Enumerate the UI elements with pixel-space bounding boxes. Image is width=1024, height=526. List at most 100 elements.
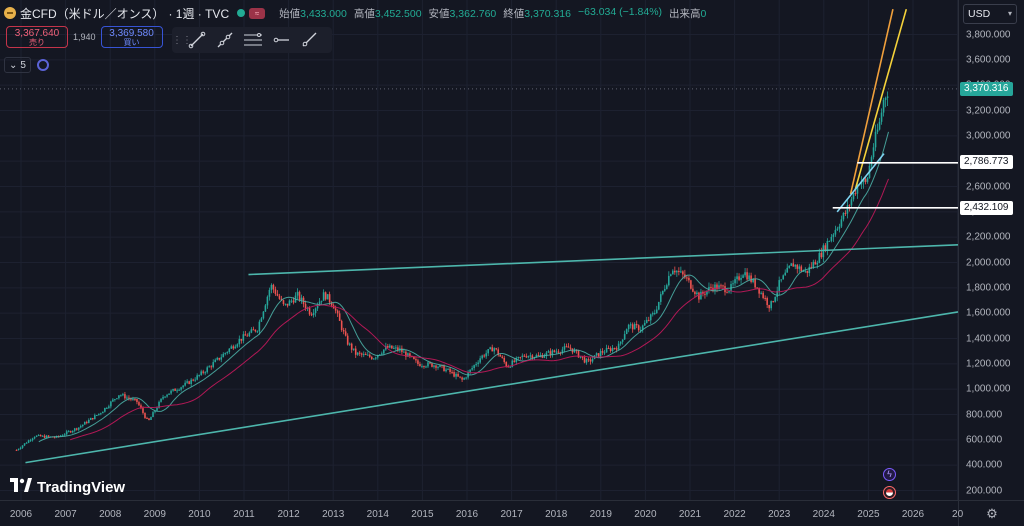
- candle-up: [65, 431, 68, 435]
- candle-up: [742, 275, 744, 278]
- indicator-settings-icon[interactable]: [36, 59, 49, 71]
- event-us-flag-icon[interactable]: [883, 486, 896, 499]
- candle-up: [700, 291, 702, 300]
- candle-up: [348, 343, 351, 345]
- candle-up: [748, 275, 750, 280]
- candle-down: [276, 293, 279, 296]
- candle-down: [244, 334, 247, 336]
- candle-up: [529, 355, 532, 357]
- candle-up: [521, 355, 524, 357]
- candle-down: [754, 278, 756, 288]
- candle-up: [489, 347, 491, 350]
- trade-panel: 3,367.640 売り 1,940 3,369.580 買い: [6, 26, 163, 48]
- candle-down: [722, 285, 724, 287]
- candle-down: [310, 314, 313, 316]
- candle-down: [772, 301, 774, 303]
- symbol-title[interactable]: 金CFD（米ドル／オンス）: [20, 6, 165, 21]
- candle-down: [453, 372, 455, 377]
- candle-up: [579, 356, 582, 358]
- candle-up: [312, 312, 315, 316]
- candle-up: [840, 219, 843, 227]
- candle-down: [523, 355, 526, 357]
- upper-trendline: [248, 243, 959, 276]
- candle-up: [804, 270, 807, 272]
- candle-down: [69, 431, 72, 433]
- candle-up: [21, 445, 24, 448]
- candle-down: [368, 354, 371, 357]
- high-value: 3,452.500: [374, 7, 422, 20]
- currency-select[interactable]: USD ▾: [963, 4, 1017, 24]
- candle-down: [537, 355, 540, 357]
- candle-up: [645, 319, 648, 323]
- candle-down: [409, 353, 411, 356]
- candle-down: [806, 270, 809, 274]
- candle-up: [774, 297, 776, 302]
- candle-down: [635, 324, 638, 326]
- candle-down: [136, 399, 138, 403]
- candle-up: [260, 318, 263, 322]
- candle-down: [360, 353, 363, 355]
- ray-tool-icon[interactable]: [296, 29, 322, 51]
- candle-up: [176, 390, 178, 392]
- candle-up: [395, 347, 397, 349]
- candle-down: [334, 308, 337, 311]
- chevron-down-icon: ⌄: [9, 59, 18, 71]
- interval-source[interactable]: · 1週 · TVC: [168, 6, 230, 21]
- candle-down: [716, 284, 718, 290]
- candle-up: [407, 353, 409, 357]
- candle-up: [194, 379, 196, 381]
- candle-up: [465, 377, 467, 379]
- extended-line-tool-icon[interactable]: [212, 29, 238, 51]
- drag-handle-icon[interactable]: ⋮⋮: [172, 34, 192, 46]
- price-tick-label: 3,200.000: [966, 105, 1011, 116]
- time-tick-label: 2023: [768, 509, 791, 520]
- candle-up: [79, 426, 82, 428]
- candle-up: [802, 270, 805, 272]
- event-lightning-icon[interactable]: ϟ: [883, 468, 896, 481]
- time-tick-label: 20: [952, 509, 964, 520]
- candle-down: [232, 346, 235, 349]
- candle-up: [381, 353, 383, 355]
- candle-up: [623, 334, 626, 340]
- candle-up: [649, 314, 652, 321]
- candle-down: [682, 271, 684, 275]
- candle-up: [784, 272, 787, 276]
- candle-up: [100, 413, 102, 415]
- time-tick-label: 2009: [143, 509, 166, 520]
- trend-line-tool-icon[interactable]: [184, 29, 210, 51]
- candle-up: [627, 324, 630, 330]
- candle-up: [780, 279, 783, 281]
- candle-up: [511, 360, 514, 367]
- candle-up: [270, 284, 273, 290]
- candle-up: [547, 351, 550, 353]
- sell-button[interactable]: 3,367.640 売り: [6, 26, 68, 48]
- candle-up: [659, 294, 662, 302]
- candle-down: [336, 310, 339, 314]
- candle-up: [744, 272, 746, 276]
- candle-down: [459, 376, 461, 378]
- candle-up: [200, 371, 202, 375]
- candle-down: [391, 345, 393, 349]
- indicator-toggle-button[interactable]: ⌄ 5: [4, 57, 31, 73]
- time-tick-label: 2011: [233, 509, 255, 520]
- candle-up: [794, 264, 797, 267]
- candle-up: [268, 289, 271, 297]
- candle-up: [555, 351, 558, 353]
- buy-button[interactable]: 3,369.580 買い: [100, 26, 163, 48]
- candle-up: [661, 290, 664, 295]
- price-tick-label: 600.000: [966, 434, 1003, 446]
- parallel-channel-tool-icon[interactable]: [240, 29, 266, 51]
- gear-icon[interactable]: ⚙: [986, 506, 998, 521]
- candle-down: [796, 264, 799, 269]
- candle-up: [838, 226, 841, 229]
- candle-up: [595, 353, 598, 356]
- candle-up: [27, 440, 30, 443]
- candle-up: [35, 435, 38, 437]
- horizontal-ray-tool-icon[interactable]: [268, 29, 294, 51]
- candle-down: [810, 266, 813, 268]
- candle-down: [569, 347, 572, 349]
- tradingview-logo[interactable]: TradingView: [10, 478, 125, 497]
- candle-up: [455, 373, 457, 377]
- candle-up: [573, 349, 576, 353]
